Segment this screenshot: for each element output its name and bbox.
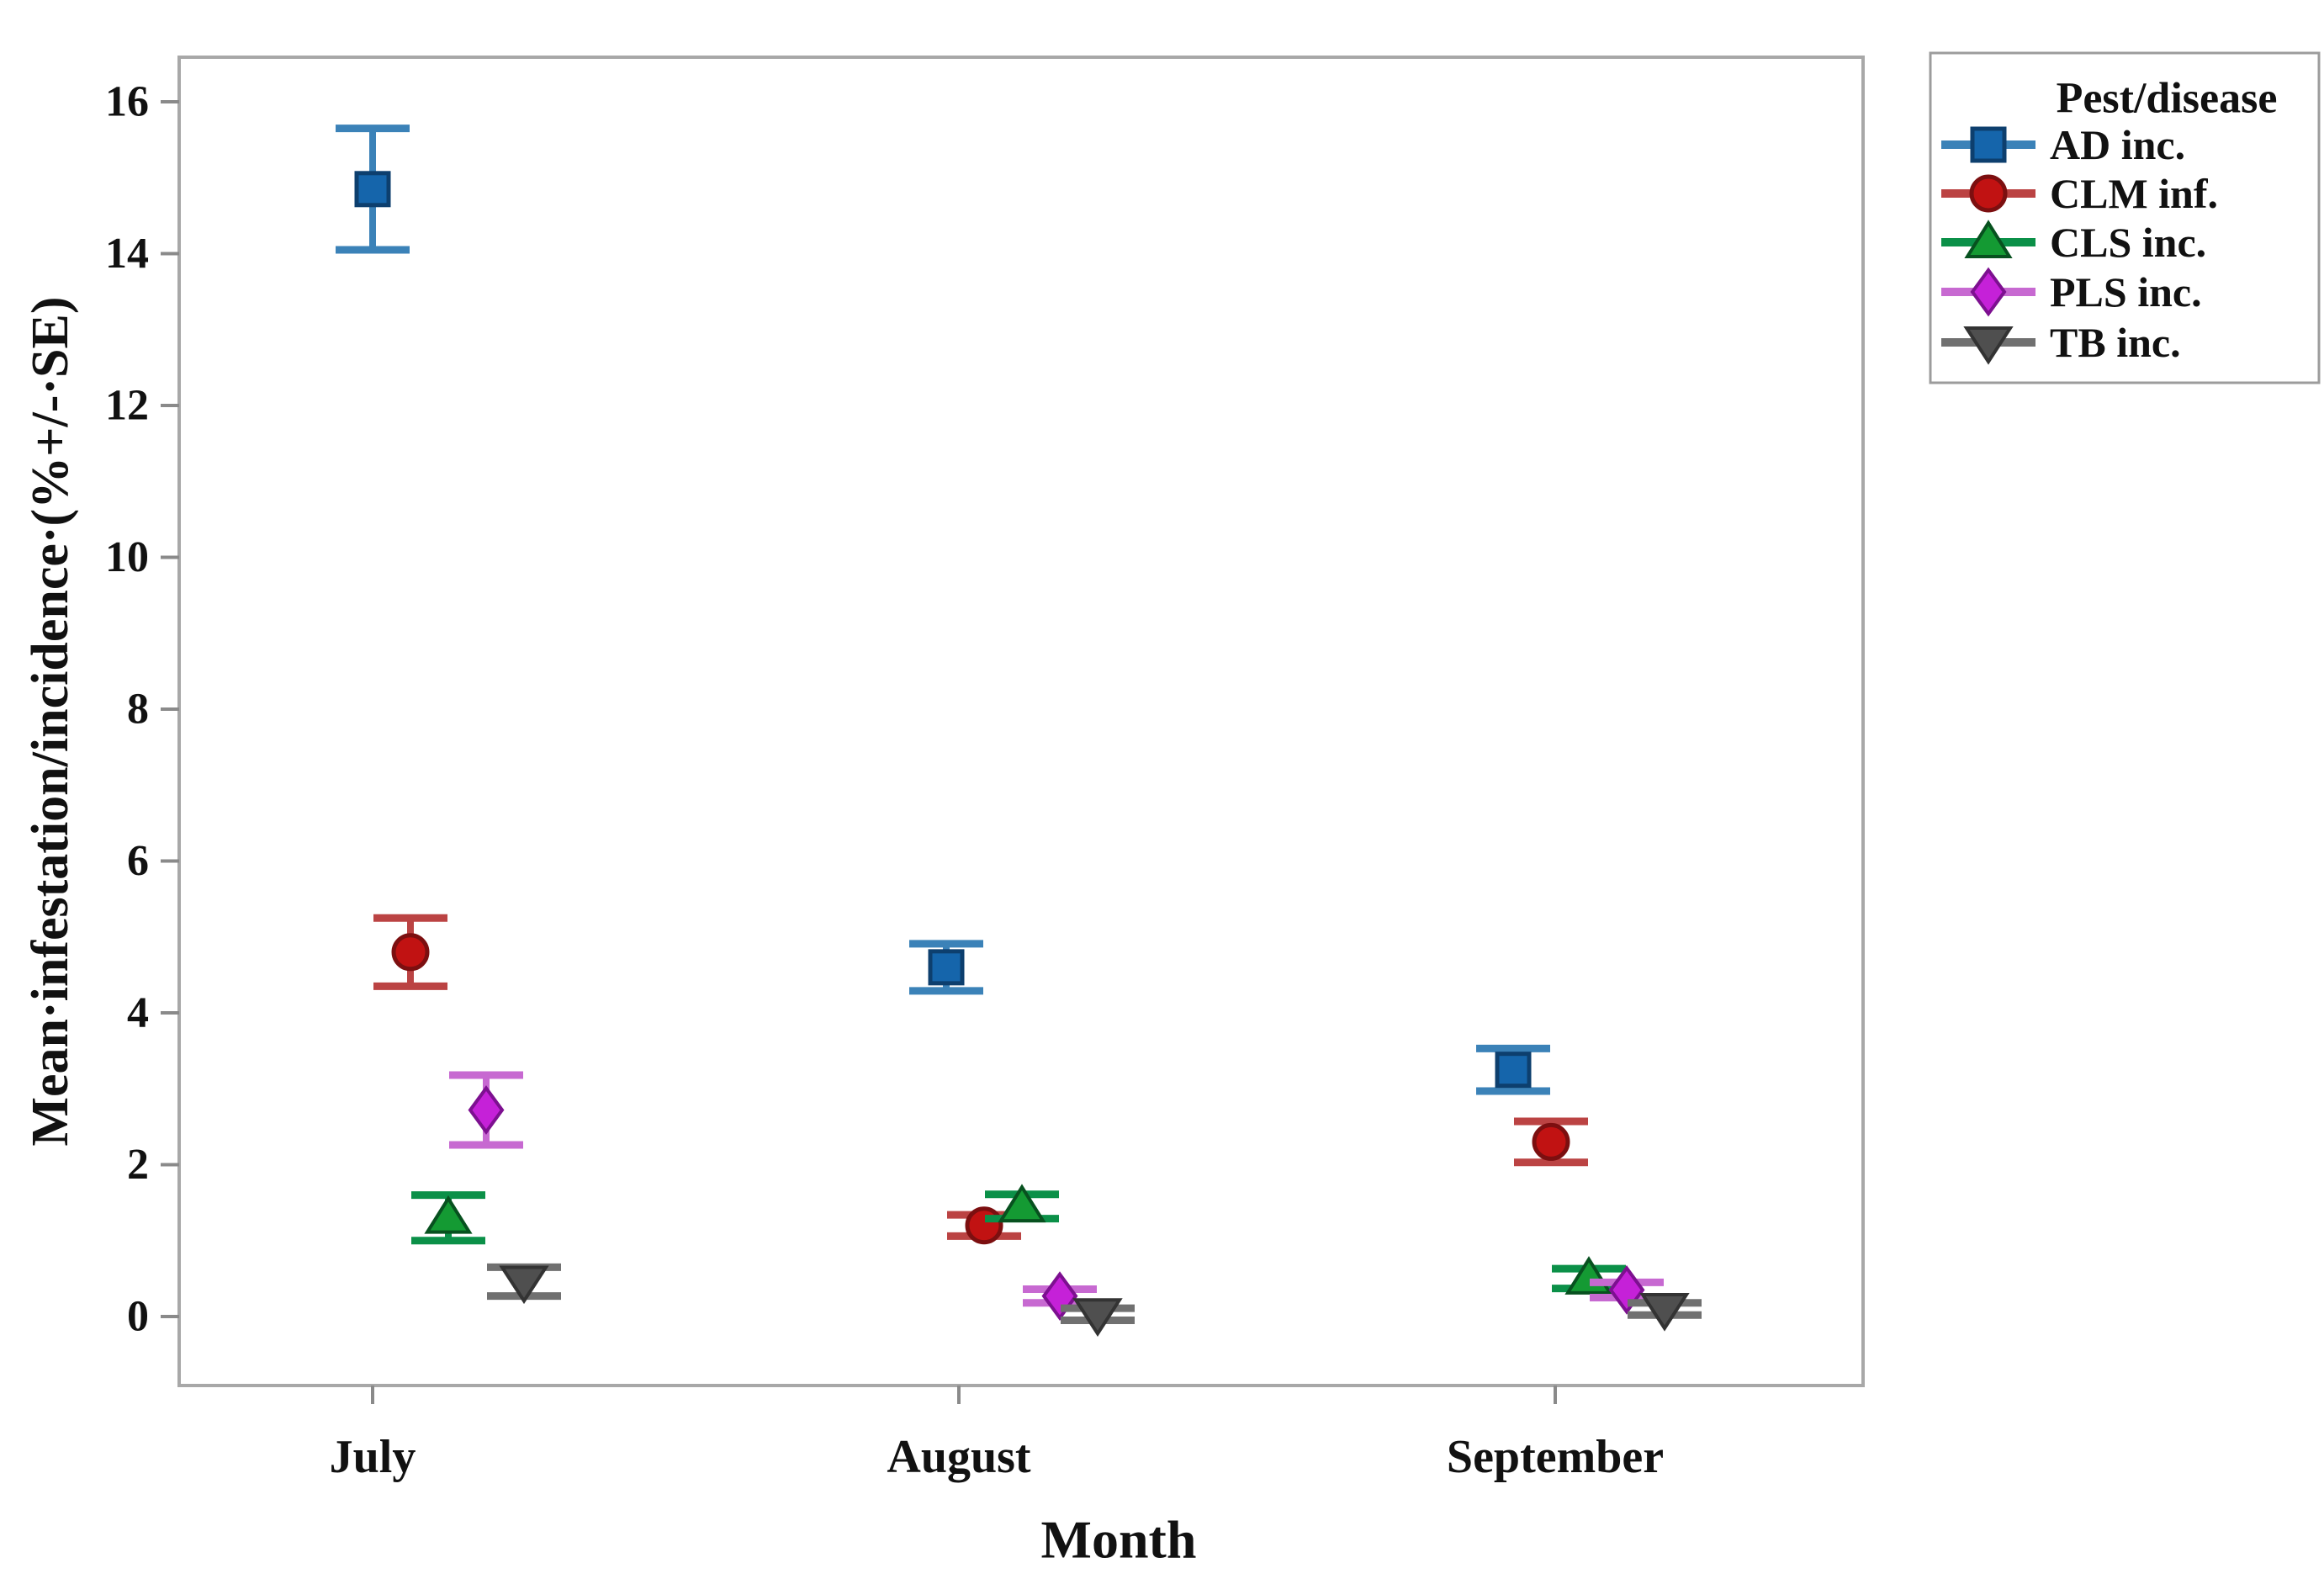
- legend-marker-clm-circle-icon: [1969, 174, 2008, 213]
- legend-label-pls: PLS inc.: [2050, 268, 2202, 315]
- y-tick-label: 6: [127, 837, 149, 885]
- x-tick-label-september: September: [1447, 1431, 1664, 1483]
- legend-title: Pest/disease: [2057, 75, 2278, 123]
- legend-label-clm: CLM inf.: [2050, 170, 2218, 217]
- y-tick-label: 16: [105, 78, 149, 126]
- legend-label-cls: CLS inc.: [2050, 219, 2206, 266]
- marker-cls-august: [998, 1184, 1046, 1223]
- legend-label-tb: TB inc.: [2050, 319, 2181, 366]
- marker-clm-september: [1532, 1122, 1570, 1161]
- y-tick-label: 4: [127, 989, 149, 1037]
- y-tick-label: 12: [105, 382, 149, 430]
- legend-marker-cls-triangle-up-icon: [1964, 220, 2013, 258]
- y-tick-label: 10: [105, 533, 149, 581]
- x-axis-title: Month: [1041, 1510, 1197, 1570]
- marker-clm-august: [965, 1206, 1003, 1245]
- marker-ad-september: [1495, 1052, 1532, 1089]
- marker-cls-july: [424, 1195, 473, 1234]
- y-tick-label: 14: [105, 230, 149, 278]
- legend-label-ad: AD inc.: [2050, 121, 2185, 168]
- x-tick-label-august: August: [887, 1431, 1031, 1483]
- marker-pls-july: [468, 1085, 505, 1135]
- y-axis-title: Mean·infestation/incidence·(%+/-·SE): [22, 296, 79, 1146]
- y-tick-label: 8: [127, 686, 149, 734]
- marker-clm-july: [391, 933, 430, 972]
- legend-marker-pls-diamond-icon: [1970, 267, 2007, 317]
- marker-ad-july: [354, 171, 391, 208]
- y-tick-label: 0: [127, 1293, 149, 1341]
- legend-marker-tb-triangle-down-icon: [1963, 326, 2014, 365]
- marker-tb-september: [1639, 1292, 1690, 1332]
- x-tick-label-july: July: [330, 1431, 416, 1483]
- legend-marker-ad-square-icon: [1970, 126, 2007, 163]
- y-tick-label: 2: [127, 1141, 149, 1189]
- marker-tb-july: [499, 1265, 549, 1305]
- marker-tb-august: [1072, 1298, 1123, 1337]
- marker-ad-august: [928, 949, 965, 986]
